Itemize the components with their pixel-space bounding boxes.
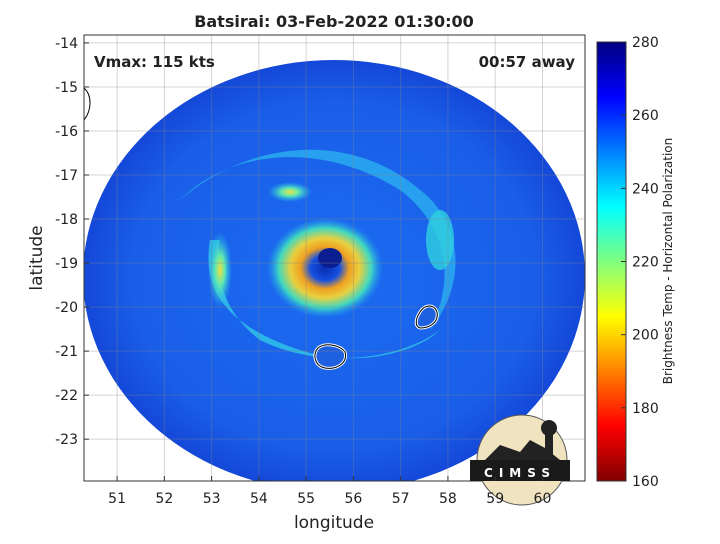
y-tick-label: -20 — [55, 300, 78, 316]
y-tick-label: -17 — [55, 168, 78, 184]
x-tick-label: 55 — [297, 491, 315, 507]
y-tick-label: -23 — [55, 432, 78, 448]
y-tick-label: -15 — [55, 80, 78, 96]
x-tick-label: 58 — [439, 491, 457, 507]
colorbar-tick-label: 160 — [632, 474, 659, 490]
x-tick-label: 60 — [534, 491, 552, 507]
x-tick-label: 52 — [155, 491, 173, 507]
imagery — [84, 60, 585, 481]
x-tick-label: 51 — [108, 491, 126, 507]
y-tick-label: -19 — [55, 256, 78, 272]
x-tick-label: 54 — [250, 491, 268, 507]
x-tick-label: 56 — [344, 491, 362, 507]
annotation: Vmax: 115 kts — [94, 53, 215, 71]
colorbar-tick-label: 220 — [632, 255, 659, 271]
colorbar-tick-label: 240 — [632, 181, 659, 197]
x-tick-label: 59 — [486, 491, 504, 507]
y-axis-label: latitude — [27, 225, 47, 290]
colorbar-tick-label: 280 — [632, 35, 659, 51]
y-tick-label: -14 — [55, 36, 78, 52]
x-tick-label: 53 — [203, 491, 221, 507]
grid — [84, 35, 585, 481]
logo-text: CIMSS — [484, 466, 556, 480]
logo: CIMSS — [470, 414, 570, 506]
chart-title: Batsirai: 03-Feb-2022 01:30:00 — [194, 12, 474, 31]
y-tick-label: -18 — [55, 212, 78, 228]
y-tick-label: -22 — [55, 388, 78, 404]
x-tick-label: 57 — [392, 491, 410, 507]
y-tick-label: -16 — [55, 124, 78, 140]
colorbar-tick-label: 260 — [632, 108, 659, 124]
colorbar-tick-label: 180 — [632, 401, 659, 417]
colorbar-label: Brightness Temp - Horizontal Polarizatio… — [661, 138, 675, 385]
plot-frame — [83, 34, 586, 482]
x-axis-label: longitude — [294, 513, 374, 533]
y-tick-label: -21 — [55, 344, 78, 360]
annotation: 00:57 away — [479, 53, 576, 71]
colorbar-tick-label: 200 — [632, 328, 659, 344]
